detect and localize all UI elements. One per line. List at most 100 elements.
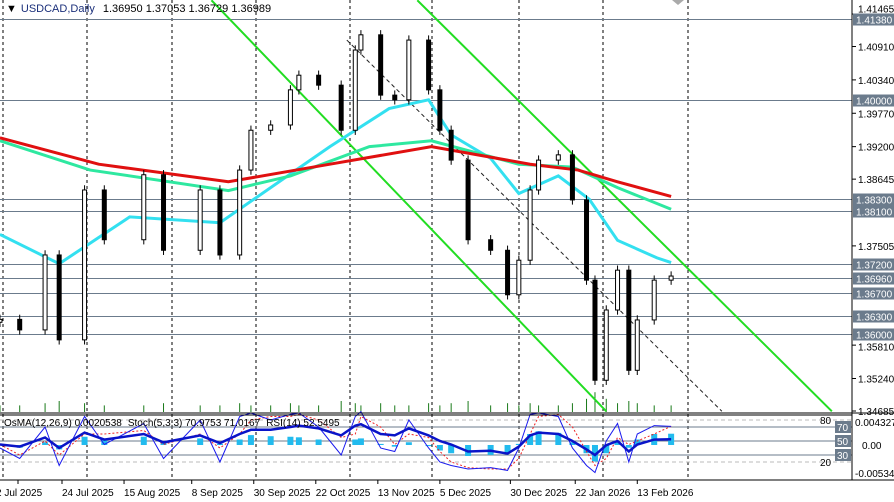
bear-candle	[505, 249, 511, 296]
open-value: 1.36950	[102, 3, 143, 15]
dropdown-triangle-icon[interactable]: ▼	[6, 3, 17, 15]
date-tick-label: 24 Jul 2025	[62, 488, 114, 499]
date-tick-label: 30 Dec 2025	[510, 488, 567, 499]
price-tick-label: 1.34685	[858, 407, 894, 418]
date-tick-label: 13 Nov 2025	[378, 488, 435, 499]
rsi-label: RSI(14) 52.5495	[266, 418, 340, 429]
chart-shift-marker-icon[interactable]	[672, 0, 684, 5]
bull-candle	[527, 189, 533, 261]
price-tick-label: 1.39770	[858, 109, 894, 120]
time-axis[interactable]: 2 Jul 2025 24 Jul 2025 15 Aug 2025 8 Sep 20…	[0, 480, 694, 499]
price-tick-label: 1.38645	[858, 175, 894, 186]
bear-candle	[465, 159, 471, 241]
level-label: 1.37200	[856, 261, 893, 272]
horizontal-levels	[0, 19, 852, 335]
level-label: 1.36700	[856, 290, 893, 301]
bear-candle	[316, 74, 322, 86]
bear-candle	[378, 34, 384, 96]
osma-bar	[603, 445, 610, 454]
osma-bar	[436, 445, 443, 451]
level-label: 1.41380	[856, 16, 893, 27]
low-value: 1.36729	[188, 3, 229, 15]
bull-candle	[296, 74, 302, 91]
osc-level-box	[835, 435, 851, 447]
bear-candle	[101, 189, 107, 241]
osc-level-box	[835, 421, 851, 433]
level-label-box	[853, 258, 894, 271]
stoch-label: Stoch(5,3,3) 70.9753 71.0167	[127, 418, 261, 429]
bull-candle	[651, 279, 657, 321]
level-label-box	[853, 94, 894, 107]
bear-candle	[426, 39, 432, 91]
trendline	[210, 0, 607, 412]
trendlines[interactable]	[210, 0, 833, 413]
bull-candle	[603, 309, 609, 381]
osma-bar	[425, 445, 432, 447]
level-label: 1.38300	[856, 196, 893, 207]
bear-candle	[392, 94, 398, 101]
osma-bar	[81, 436, 88, 445]
bear-candle	[569, 154, 575, 201]
date-tick-label: 13 Feb 2026	[637, 488, 694, 499]
osc-level-label: 50	[837, 437, 849, 448]
osma-bar	[504, 445, 511, 454]
osma-bar	[287, 436, 294, 445]
osma-bar	[357, 438, 364, 445]
osma-bar	[405, 442, 412, 445]
bear-candle	[217, 189, 223, 256]
osc-level-label: 20	[820, 458, 832, 469]
volume-bars	[0, 392, 672, 412]
osma-bar	[247, 435, 254, 445]
bull-candle	[42, 254, 48, 331]
bull-candle	[237, 169, 243, 256]
bear-candle	[488, 239, 494, 251]
price-tick-label: 1.35810	[858, 343, 894, 354]
osma-bar	[315, 439, 322, 445]
bear-candle	[161, 174, 167, 251]
osma-bar	[527, 434, 534, 445]
osma-max-label: 0.0043278	[855, 418, 894, 429]
price-tick-label: 1.40910	[858, 43, 894, 54]
level-label-box	[853, 272, 894, 285]
bear-candle	[592, 279, 598, 381]
close-value: 1.36989	[231, 3, 272, 15]
bull-candle	[668, 275, 674, 281]
bear-candle	[56, 254, 62, 341]
level-label: 1.36960	[856, 275, 893, 286]
level-label-box	[853, 13, 894, 26]
bull-candle	[352, 49, 358, 131]
osma-bar	[140, 436, 147, 445]
osma-bar	[625, 445, 632, 448]
indicator-header: OsMA(12,26,9) 0.0020538 Stoch(5,3,3) 70.9…	[4, 418, 346, 429]
bull-candle	[406, 39, 412, 101]
date-tick-label: 15 Aug 2025	[124, 488, 181, 499]
bull-candle	[536, 159, 542, 191]
bear-candle	[437, 89, 443, 131]
level-label: 1.40000	[856, 97, 893, 108]
bull-candle	[141, 174, 147, 241]
oscillator-pane	[0, 410, 852, 474]
price-tick-label: 1.35240	[858, 375, 894, 386]
osc-level-label: 70	[837, 423, 849, 434]
candles	[0, 30, 674, 385]
osma-bar	[555, 432, 562, 445]
trendline	[346, 39, 723, 412]
date-tick-label: 30 Sep 2025	[254, 488, 311, 499]
bull-candle	[634, 319, 640, 371]
osma-bar	[515, 443, 522, 445]
level-label-box	[853, 193, 894, 206]
date-tick-label: 5 Dec 2025	[440, 488, 492, 499]
osc-level-box	[835, 449, 851, 461]
price-axis[interactable]: 1.41465 1.40910 1.40340 1.39770 1.39200 1.386…	[852, 5, 894, 419]
osma-bar	[216, 443, 223, 445]
bull-candle	[287, 89, 293, 126]
level-label-box	[853, 287, 894, 300]
rsi-line	[0, 422, 672, 457]
osma-bar	[614, 442, 621, 445]
osma-bar	[236, 439, 243, 445]
price-tick-label: 1.41465	[858, 5, 894, 16]
bull-candle	[197, 189, 203, 251]
